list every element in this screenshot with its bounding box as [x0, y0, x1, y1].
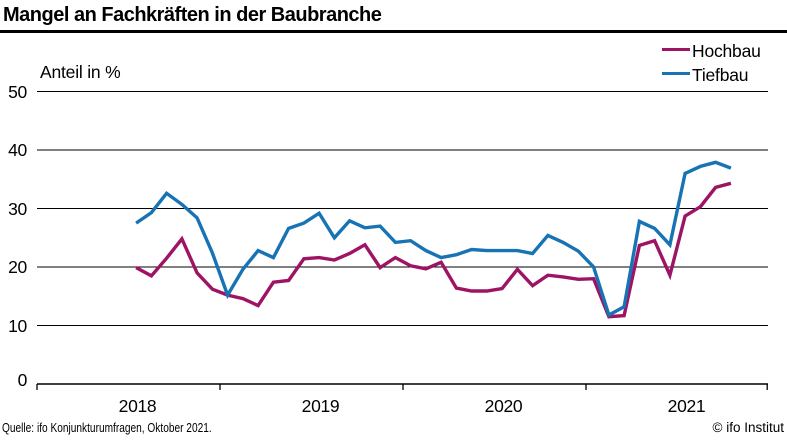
tiefbau-line — [135, 160, 732, 318]
hochbau-line — [135, 181, 732, 319]
hochbau-legend-swatch — [662, 48, 690, 52]
tiefbau-legend-swatch — [662, 72, 690, 76]
y-axis-unit-label: Anteil in % — [40, 62, 121, 82]
source-note: Quelle: ifo Konjunkturumfragen, Oktober … — [2, 420, 212, 435]
chart-title: Mangel an Fachkräften in der Baubranche — [3, 4, 382, 26]
title-rule — [0, 30, 787, 33]
hochbau-legend-label: Hochbau — [692, 41, 761, 61]
copyright-note: © ifo Institut — [712, 420, 784, 435]
tiefbau-legend-label: Tiefbau — [692, 65, 749, 85]
